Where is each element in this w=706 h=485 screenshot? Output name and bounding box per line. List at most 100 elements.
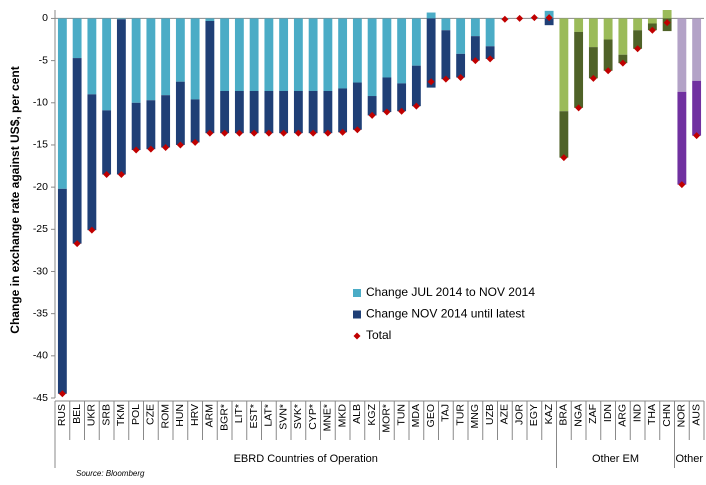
total-marker xyxy=(324,129,332,137)
total-marker xyxy=(250,129,258,137)
bar-segment xyxy=(146,100,156,150)
bar-segment xyxy=(426,12,436,19)
y-tick-label: -40 xyxy=(33,350,48,362)
total-marker xyxy=(221,129,229,137)
total-marker xyxy=(280,129,288,137)
legend-swatch xyxy=(353,289,361,297)
total-marker xyxy=(634,45,642,53)
total-marker xyxy=(693,132,701,140)
bar-segment xyxy=(456,18,466,54)
bar-segment xyxy=(264,90,274,134)
bar-segment xyxy=(102,18,112,111)
total-marker xyxy=(589,74,597,82)
x-tick-label: SVK* xyxy=(292,404,304,429)
bar-segment xyxy=(293,90,303,134)
legend-swatch xyxy=(353,310,361,319)
total-marker xyxy=(176,141,184,149)
total-marker xyxy=(457,73,465,81)
total-marker xyxy=(663,19,671,27)
bar-segment xyxy=(485,46,495,59)
bar-segment xyxy=(264,18,274,91)
x-tick-label: CHN xyxy=(661,404,673,427)
total-marker xyxy=(398,107,406,115)
bar-segment xyxy=(382,77,392,113)
x-tick-label: ROM xyxy=(159,404,171,429)
bar-segment xyxy=(57,188,67,394)
bar-segment xyxy=(441,30,451,80)
bar-segment xyxy=(559,111,569,158)
bar-segment xyxy=(618,18,628,55)
y-tick-label: -30 xyxy=(33,265,48,277)
bar-segment xyxy=(131,18,141,103)
bar-segment xyxy=(603,39,613,71)
bar-segment xyxy=(161,18,171,96)
x-tick-label: BEL xyxy=(71,404,83,424)
x-tick-label: ALB xyxy=(351,404,363,424)
bar-segment xyxy=(618,54,628,64)
total-marker xyxy=(353,126,361,134)
total-marker xyxy=(206,129,214,137)
x-tick-label: TKM xyxy=(115,404,127,426)
total-marker xyxy=(58,390,66,398)
bar-segment xyxy=(456,53,466,78)
legend-marker xyxy=(353,332,361,340)
bar-segment xyxy=(116,19,126,175)
total-marker xyxy=(516,14,524,22)
x-tick-label: NOR xyxy=(676,404,688,428)
bar-segment xyxy=(559,18,569,112)
bar-segment xyxy=(367,18,377,97)
total-marker xyxy=(339,128,347,136)
x-tick-label: EST* xyxy=(248,404,260,429)
bar-segment xyxy=(677,91,687,185)
x-tick-label: UKR xyxy=(86,404,98,427)
legend-label: Change NOV 2014 until latest xyxy=(366,307,525,321)
bar-segment xyxy=(102,110,112,175)
bar-segment xyxy=(485,18,495,47)
x-tick-label: EGY xyxy=(528,404,540,426)
bar-segment xyxy=(57,18,67,189)
total-marker xyxy=(604,67,612,75)
x-tick-label: NGA xyxy=(572,404,584,427)
bar-segment xyxy=(116,18,126,20)
total-marker xyxy=(103,170,111,178)
bar-segment xyxy=(470,36,480,61)
x-tick-label: BRA xyxy=(558,404,570,426)
x-tick-label: AZE xyxy=(499,404,511,424)
y-tick-label: 0 xyxy=(42,12,48,24)
bar-segment xyxy=(397,18,407,84)
bar-segment xyxy=(279,90,289,134)
x-tick-label: THA xyxy=(646,404,658,425)
x-tick-label: CYP* xyxy=(307,404,319,430)
bar-segment xyxy=(633,30,643,49)
bar-segment xyxy=(352,18,362,83)
bar-segment xyxy=(677,18,687,92)
bar-segment xyxy=(72,18,82,59)
bar-segment xyxy=(692,80,702,136)
bar-segment xyxy=(161,95,171,148)
source: Source: Bloomberg xyxy=(76,469,145,478)
x-tick-label: LIT* xyxy=(233,404,245,423)
x-tick-label: UZB xyxy=(484,404,496,425)
bar-segment xyxy=(633,18,643,31)
x-tick-label: IND xyxy=(631,404,643,423)
x-tick-label: TUN xyxy=(395,404,407,426)
group-label: Other xyxy=(675,453,703,465)
total-marker xyxy=(368,111,376,119)
x-tick-label: GEO xyxy=(425,404,437,427)
total-marker xyxy=(678,181,686,189)
y-tick-label: -25 xyxy=(33,223,48,235)
bar-segment xyxy=(397,83,407,112)
bar-segment xyxy=(308,18,318,91)
y-tick-label: -45 xyxy=(33,392,48,404)
x-tick-label: HRV xyxy=(189,404,201,426)
total-marker xyxy=(265,129,273,137)
bar-segment xyxy=(441,18,451,31)
bar-segment xyxy=(220,18,230,91)
y-tick-label: -15 xyxy=(33,139,48,151)
bar-segment xyxy=(647,18,657,24)
total-marker xyxy=(235,129,243,137)
total-marker xyxy=(545,14,553,22)
bar-segment xyxy=(588,18,598,48)
group-label: Other EM xyxy=(592,453,639,465)
x-tick-label: IDN xyxy=(602,404,614,422)
